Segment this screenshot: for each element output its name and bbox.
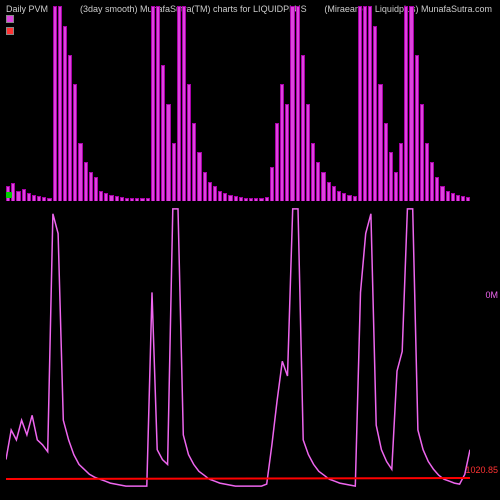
bar	[321, 172, 325, 201]
bar	[368, 6, 372, 201]
bar	[327, 182, 331, 202]
bar	[156, 6, 160, 201]
bar	[151, 6, 155, 201]
bar	[290, 6, 294, 201]
bar	[53, 6, 57, 201]
bar	[446, 191, 450, 201]
bar	[187, 84, 191, 201]
volume-line	[6, 209, 470, 486]
bar	[415, 55, 419, 201]
bar	[311, 143, 315, 202]
bar	[73, 84, 77, 201]
volume-bars	[6, 6, 470, 201]
line-chart	[6, 201, 470, 491]
bar	[89, 172, 93, 201]
bar	[63, 26, 67, 202]
bar	[223, 193, 227, 201]
bar	[68, 55, 72, 201]
bar	[27, 193, 31, 201]
bar	[208, 182, 212, 202]
bar	[22, 189, 26, 201]
bar	[316, 162, 320, 201]
bar	[16, 191, 20, 201]
bar	[177, 6, 181, 201]
bar	[301, 55, 305, 201]
bar	[172, 143, 176, 202]
bar	[373, 26, 377, 202]
bar	[332, 186, 336, 201]
start-marker	[6, 192, 12, 198]
bar	[435, 177, 439, 201]
bar	[94, 177, 98, 201]
price-line	[6, 478, 470, 479]
bar	[58, 6, 62, 201]
bar	[78, 143, 82, 202]
bar	[399, 143, 403, 202]
bar	[182, 6, 186, 201]
bar	[404, 6, 408, 201]
bar	[197, 152, 201, 201]
bar	[363, 6, 367, 201]
bar	[420, 104, 424, 202]
bar	[394, 172, 398, 201]
bar	[358, 6, 362, 201]
bar	[270, 167, 274, 201]
bar	[192, 123, 196, 201]
bar	[451, 193, 455, 201]
bar	[389, 152, 393, 201]
bar	[84, 162, 88, 201]
bar	[425, 143, 429, 202]
bar	[409, 6, 413, 201]
bar	[342, 193, 346, 201]
bar	[99, 191, 103, 201]
bar	[104, 193, 108, 201]
bar	[296, 6, 300, 201]
bar	[166, 104, 170, 202]
bar	[378, 84, 382, 201]
chart-area	[6, 6, 470, 494]
bar	[384, 123, 388, 201]
bar	[203, 172, 207, 201]
bar	[306, 104, 310, 202]
bar	[430, 162, 434, 201]
bar	[337, 191, 341, 201]
bar	[440, 186, 444, 201]
bar	[161, 65, 165, 202]
bar	[213, 186, 217, 201]
price-end-label: 1020.85	[465, 465, 498, 475]
bar	[218, 191, 222, 201]
bar	[275, 123, 279, 201]
bar	[285, 104, 289, 202]
bar	[280, 84, 284, 201]
volume-end-label: 0M	[485, 290, 498, 300]
